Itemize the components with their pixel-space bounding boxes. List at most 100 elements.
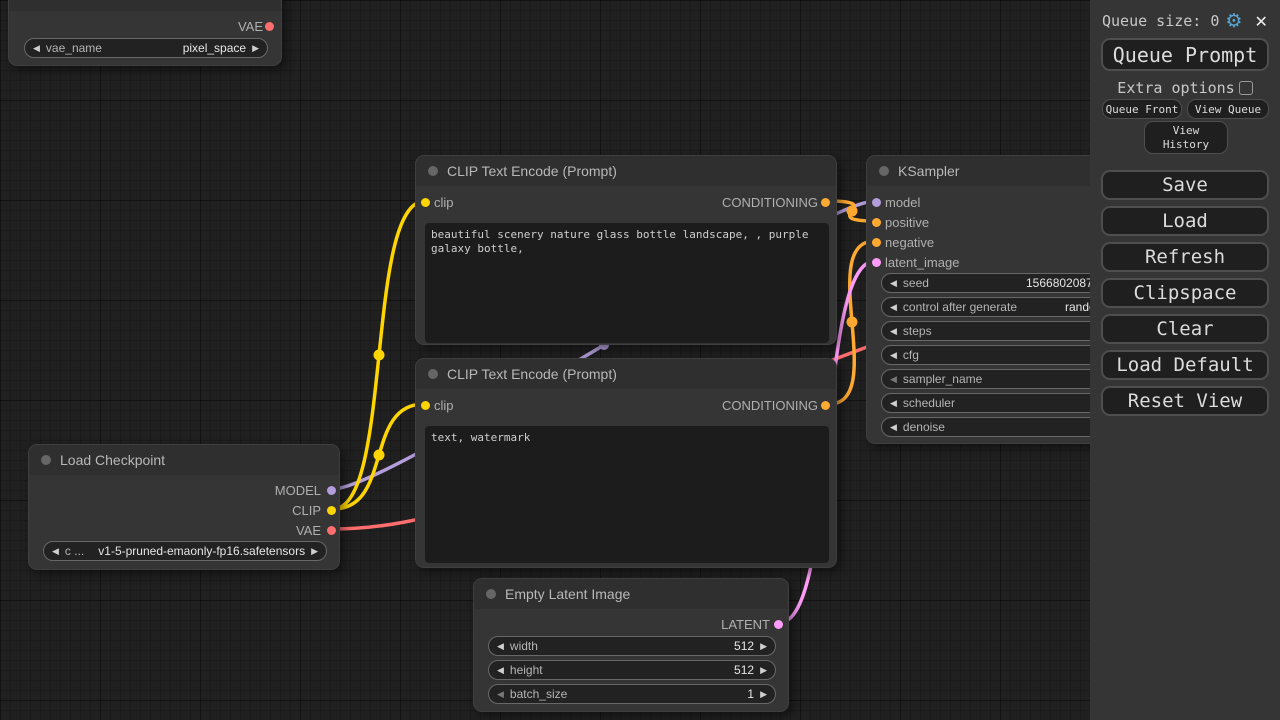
width-widget[interactable]: ◀ width 512 ▶ bbox=[488, 636, 776, 656]
clip2-input-slot[interactable] bbox=[421, 400, 430, 410]
clip1-output-slot[interactable] bbox=[821, 197, 830, 207]
decrement-arrow-icon[interactable]: ◀ bbox=[497, 688, 504, 699]
clip1-title-bar[interactable]: CLIP Text Encode (Prompt) bbox=[416, 156, 836, 186]
negative-prompt-textarea[interactable]: text, watermark bbox=[425, 426, 829, 563]
view-history-button[interactable]: View History bbox=[1144, 121, 1228, 154]
clip1-output-label: CONDITIONING bbox=[721, 194, 818, 210]
decrement-arrow-icon[interactable]: ◀ bbox=[890, 373, 897, 384]
height-widget[interactable]: ◀ height 512 ▶ bbox=[488, 660, 776, 680]
vae-name-value: pixel_space bbox=[182, 41, 247, 55]
view-history-line2: History bbox=[1162, 137, 1210, 151]
increment-arrow-icon[interactable]: ▶ bbox=[760, 664, 767, 675]
clip1-title: CLIP Text Encode (Prompt) bbox=[447, 163, 617, 179]
batch-size-widget[interactable]: ◀ batch_size 1 ▶ bbox=[488, 684, 776, 704]
decrement-arrow-icon[interactable]: ◀ bbox=[890, 277, 897, 288]
node-collapse-dot[interactable] bbox=[486, 589, 496, 599]
clip-output-slot[interactable] bbox=[327, 505, 336, 515]
settings-gear-icon[interactable]: ⚙ bbox=[1225, 10, 1243, 32]
latent-image-input-slot[interactable] bbox=[872, 257, 881, 267]
scheduler-label: scheduler bbox=[902, 396, 955, 410]
model-output-slot[interactable] bbox=[327, 485, 336, 495]
extra-options-label: Extra options bbox=[1117, 79, 1235, 97]
decrement-arrow-icon[interactable]: ◀ bbox=[890, 421, 897, 432]
node-collapse-dot[interactable] bbox=[428, 166, 438, 176]
decrement-arrow-icon[interactable]: ◀ bbox=[890, 349, 897, 360]
view-queue-button[interactable]: View Queue bbox=[1187, 99, 1269, 119]
node-load-checkpoint[interactable]: Load Checkpoint MODEL CLIP VAE ◀ c ... v… bbox=[28, 444, 340, 570]
ckpt-name-widget[interactable]: ◀ c ... v1-5-pruned-emaonly-fp16.safeten… bbox=[43, 541, 327, 561]
clear-button[interactable]: Clear bbox=[1101, 314, 1269, 344]
cfg-label: cfg bbox=[902, 348, 919, 362]
latent-output-row: LATENT bbox=[474, 616, 788, 632]
node-clip-text-encode-positive[interactable]: CLIP Text Encode (Prompt) clip CONDITION… bbox=[415, 155, 837, 345]
increment-arrow-icon[interactable]: ▶ bbox=[760, 688, 767, 699]
node-collapse-dot[interactable] bbox=[879, 166, 889, 176]
ckpt-name-label: c ... bbox=[64, 544, 85, 558]
decrement-arrow-icon[interactable]: ◀ bbox=[890, 325, 897, 336]
increment-arrow-icon[interactable]: ▶ bbox=[252, 42, 259, 53]
load-checkpoint-title-bar[interactable]: Load Checkpoint bbox=[29, 445, 339, 475]
latent-output-label: LATENT bbox=[721, 616, 770, 632]
negative-input-slot[interactable] bbox=[872, 237, 881, 247]
node-collapse-dot[interactable] bbox=[428, 369, 438, 379]
vae-name-widget[interactable]: ◀ vae_name pixel_space ▶ bbox=[24, 38, 268, 58]
clip2-title: CLIP Text Encode (Prompt) bbox=[447, 366, 617, 382]
decrement-arrow-icon[interactable]: ◀ bbox=[890, 301, 897, 312]
increment-arrow-icon[interactable]: ▶ bbox=[760, 640, 767, 651]
latent-image-input-label: latent_image bbox=[885, 254, 960, 270]
node-empty-latent-image[interactable]: Empty Latent Image LATENT ◀ width 512 ▶ … bbox=[473, 578, 789, 712]
reset-view-button[interactable]: Reset View bbox=[1101, 386, 1269, 416]
load-button[interactable]: Load bbox=[1101, 206, 1269, 236]
decrement-arrow-icon[interactable]: ◀ bbox=[33, 42, 40, 53]
vae-output-label: VAE bbox=[237, 18, 263, 34]
batch-size-value: 1 bbox=[747, 687, 755, 701]
increment-arrow-icon[interactable]: ▶ bbox=[311, 545, 318, 556]
vae-output-slot[interactable] bbox=[265, 21, 274, 31]
height-value: 512 bbox=[734, 663, 755, 677]
close-icon[interactable]: ✕ bbox=[1254, 11, 1268, 31]
negative-input-label: negative bbox=[885, 234, 935, 250]
refresh-button[interactable]: Refresh bbox=[1101, 242, 1269, 272]
decrement-arrow-icon[interactable]: ◀ bbox=[890, 397, 897, 408]
ksampler-title: KSampler bbox=[898, 163, 960, 179]
extra-options-checkbox[interactable] bbox=[1238, 81, 1253, 95]
latent-output-slot[interactable] bbox=[774, 619, 783, 629]
clip2-slot-row: clip CONDITIONING bbox=[416, 397, 836, 413]
queue-prompt-button[interactable]: Queue Prompt bbox=[1101, 38, 1269, 71]
clip2-output-slot[interactable] bbox=[821, 400, 830, 410]
positive-input-slot[interactable] bbox=[872, 217, 881, 227]
clip1-input-slot[interactable] bbox=[421, 197, 430, 207]
clip2-title-bar[interactable]: CLIP Text Encode (Prompt) bbox=[416, 359, 836, 389]
view-history-line1: View bbox=[1172, 124, 1200, 138]
clip2-input-label: clip bbox=[434, 397, 454, 413]
vae-loader-title-bar[interactable] bbox=[9, 0, 281, 11]
save-button[interactable]: Save bbox=[1101, 170, 1269, 200]
ksampler-input-negative: negative bbox=[867, 234, 1175, 250]
clip2-output-label: CONDITIONING bbox=[721, 397, 818, 413]
node-collapse-dot[interactable] bbox=[41, 455, 51, 465]
wire-clip-positive-dot bbox=[373, 349, 385, 361]
node-vae-loader[interactable]: VAE ◀ vae_name pixel_space ▶ bbox=[8, 0, 282, 66]
batch-size-label: batch_size bbox=[509, 687, 568, 701]
decrement-arrow-icon[interactable]: ◀ bbox=[52, 545, 59, 556]
clip1-slot-row: clip CONDITIONING bbox=[416, 194, 836, 210]
ksampler-input-positive: positive bbox=[867, 214, 1175, 230]
queue-front-button[interactable]: Queue Front bbox=[1102, 99, 1182, 119]
empty-latent-title-bar[interactable]: Empty Latent Image bbox=[474, 579, 788, 609]
decrement-arrow-icon[interactable]: ◀ bbox=[497, 664, 504, 675]
model-input-slot[interactable] bbox=[872, 197, 881, 207]
vae-output-label: VAE bbox=[295, 522, 321, 538]
positive-prompt-textarea[interactable]: beautiful scenery nature glass bottle la… bbox=[425, 223, 829, 343]
clipspace-button[interactable]: Clipspace bbox=[1101, 278, 1269, 308]
load-default-button[interactable]: Load Default bbox=[1101, 350, 1269, 380]
model-input-label: model bbox=[885, 194, 921, 210]
vae-output-slot[interactable] bbox=[327, 525, 336, 535]
node-clip-text-encode-negative[interactable]: CLIP Text Encode (Prompt) clip CONDITION… bbox=[415, 358, 837, 568]
empty-latent-title: Empty Latent Image bbox=[505, 586, 631, 602]
decrement-arrow-icon[interactable]: ◀ bbox=[497, 640, 504, 651]
comfy-menu-panel[interactable]: Queue size: 0 ⚙ ✕ Queue Prompt Extra opt… bbox=[1090, 0, 1280, 720]
ksampler-input-latent: latent_image bbox=[867, 254, 1175, 270]
queue-size-row: Queue size: 0 ⚙ ✕ bbox=[1102, 10, 1268, 32]
seed-value: 1566802087 bbox=[1026, 276, 1093, 290]
